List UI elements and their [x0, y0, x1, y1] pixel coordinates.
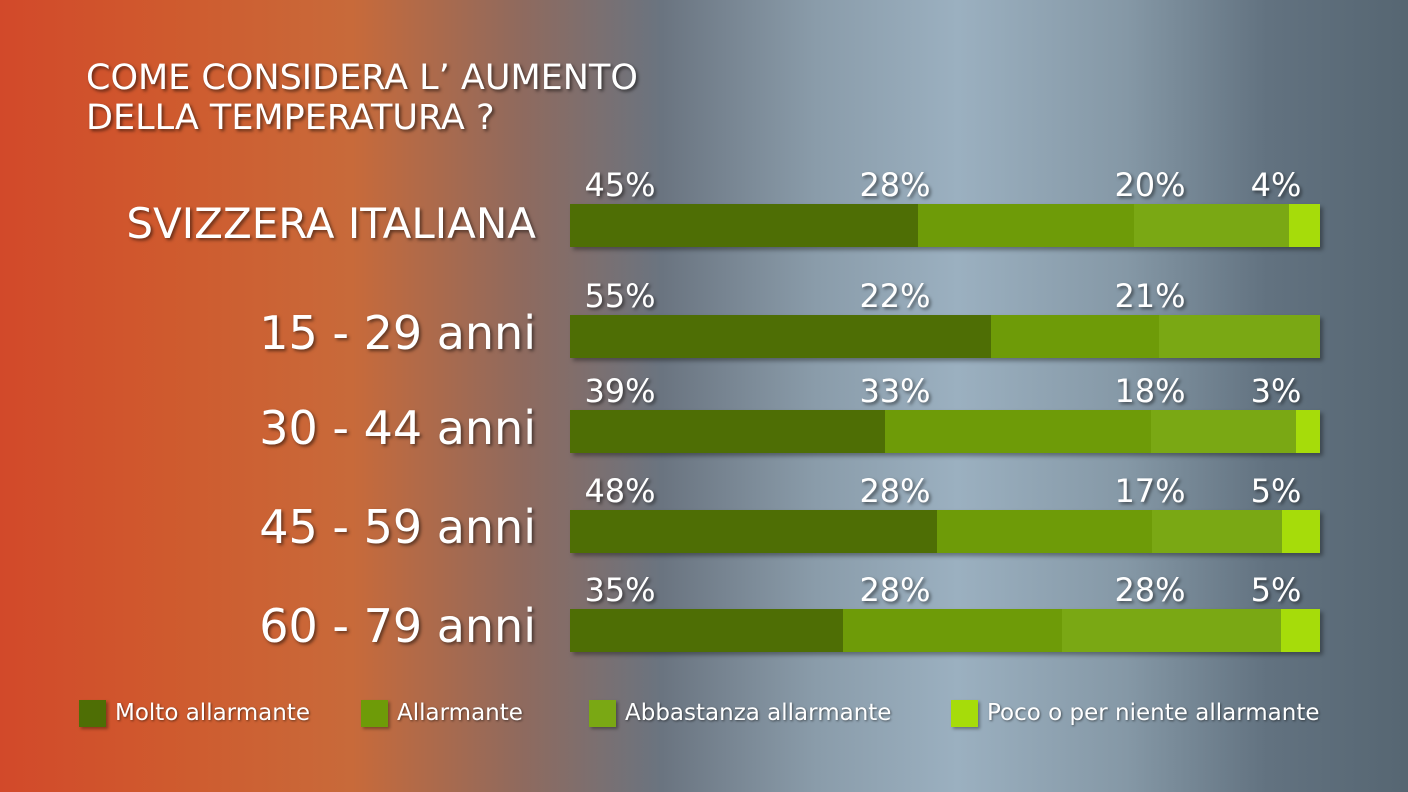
bar-segment [570, 204, 918, 247]
chart-legend: Molto allarmante Allarmante Abbastanza all… [0, 696, 1408, 732]
chart-title-line-2: DELLA TEMPERATURA ? [86, 98, 495, 138]
stacked-bar [570, 410, 1320, 453]
bar-segment [937, 510, 1152, 553]
row-label: 15 - 29 anni [259, 306, 536, 360]
stacked-bar [570, 204, 1320, 247]
bar-segment [843, 609, 1063, 652]
data-label: 5% [1250, 472, 1302, 510]
data-label: 18% [1114, 372, 1186, 410]
bar-segment [570, 609, 844, 652]
row-label: 45 - 59 anni [259, 500, 536, 554]
data-label: 28% [859, 166, 931, 204]
row-label: SVIZZERA ITALIANA [126, 199, 536, 248]
bar-segment [1289, 204, 1320, 247]
data-label: 33% [859, 372, 931, 410]
bar-segment [1062, 609, 1281, 652]
legend-label: Abbastanza allarmante [625, 700, 892, 726]
stacked-bar [570, 510, 1320, 553]
data-label: 3% [1250, 372, 1302, 410]
legend-label: Poco o per niente allarmante [987, 700, 1320, 726]
stacked-bar [570, 315, 1320, 358]
data-label: 28% [859, 571, 931, 609]
legend-swatch [361, 700, 388, 727]
bar-segment [570, 410, 885, 453]
bar-segment [570, 510, 938, 553]
data-label: 28% [1114, 571, 1186, 609]
data-label: 45% [584, 166, 656, 204]
data-label: 39% [584, 372, 656, 410]
data-label: 28% [859, 472, 931, 510]
data-label: 35% [584, 571, 656, 609]
data-label: 17% [1114, 472, 1186, 510]
bar-segment [884, 410, 1151, 453]
legend-swatch [589, 700, 616, 727]
row-label: 60 - 79 anni [259, 599, 536, 653]
data-label: 4% [1250, 166, 1302, 204]
legend-swatch [951, 700, 978, 727]
stacked-bar [570, 609, 1320, 652]
data-label: 5% [1250, 571, 1302, 609]
data-label: 55% [584, 277, 656, 315]
bar-segment [1280, 609, 1320, 652]
bar-segment [1151, 510, 1282, 553]
bar-segment [1134, 204, 1290, 247]
legend-swatch [79, 700, 106, 727]
bar-segment [1159, 315, 1320, 358]
legend-label: Molto allarmante [115, 700, 310, 726]
data-label: 21% [1114, 277, 1186, 315]
chart-title: COME CONSIDERA L’ AUMENTO DELLA TEMPERAT… [86, 58, 638, 138]
bar-segment [1150, 410, 1296, 453]
bar-segment [1281, 510, 1320, 553]
chart-title-line-1: COME CONSIDERA L’ AUMENTO [86, 58, 638, 98]
data-label: 20% [1114, 166, 1186, 204]
bar-segment [917, 204, 1135, 247]
legend-label: Allarmante [397, 700, 523, 726]
data-label: 22% [859, 277, 931, 315]
row-label: 30 - 44 anni [259, 401, 536, 455]
bar-segment [990, 315, 1160, 358]
bar-segment [1295, 410, 1320, 453]
bar-segment [570, 315, 991, 358]
data-label: 48% [584, 472, 656, 510]
